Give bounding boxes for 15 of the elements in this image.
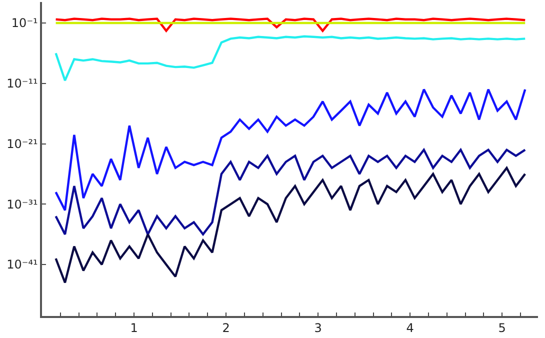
y-tick-label: 10⁻³¹ <box>6 197 38 212</box>
x-tick-label: 1 <box>130 321 138 336</box>
x-tick-label: 5 <box>498 321 506 336</box>
line-series <box>54 18 526 32</box>
y-tick-label: 10⁻⁴¹ <box>6 258 38 272</box>
line-series <box>54 88 526 212</box>
y-tick-label: 10⁻¹ <box>11 16 38 30</box>
line-series <box>54 166 526 284</box>
x-tick-label: 3 <box>314 321 322 336</box>
x-tick-label: 4 <box>406 321 414 336</box>
line-series <box>54 35 526 82</box>
x-tick-label: 2 <box>222 321 230 336</box>
y-tick-label: 10⁻²¹ <box>6 136 38 151</box>
line-series <box>54 148 526 236</box>
y-tick-label: 10⁻¹¹ <box>6 76 38 91</box>
